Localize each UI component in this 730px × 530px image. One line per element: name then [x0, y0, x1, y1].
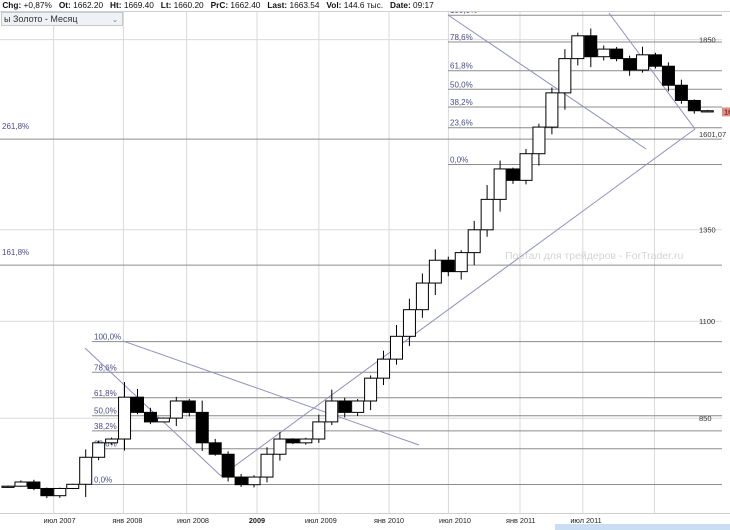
svg-text:июл 2007: июл 2007: [44, 516, 76, 525]
svg-text:50,0%: 50,0%: [94, 407, 117, 416]
svg-text:1663,60: 1663,60: [724, 107, 730, 116]
svg-text:янв 2010: янв 2010: [374, 516, 404, 525]
svg-text:2009: 2009: [249, 516, 265, 525]
svg-text:38,2%: 38,2%: [94, 422, 117, 431]
svg-text:100,0%: 100,0%: [94, 333, 121, 342]
svg-text:янв 2008: янв 2008: [112, 516, 142, 525]
svg-text:июл 2008: июл 2008: [177, 516, 209, 525]
svg-text:1350: 1350: [699, 226, 716, 235]
svg-text:июл 2009: июл 2009: [305, 516, 337, 525]
svg-text:янв 2011: янв 2011: [506, 516, 536, 525]
svg-text:161,8%: 161,8%: [2, 248, 29, 257]
svg-text:38,2%: 38,2%: [450, 98, 473, 107]
svg-text:1601,07: 1601,07: [699, 130, 726, 139]
svg-text:1100: 1100: [699, 317, 715, 326]
svg-text:июл 2010: июл 2010: [439, 516, 471, 525]
svg-text:61,8%: 61,8%: [450, 62, 473, 71]
svg-text:78,6%: 78,6%: [450, 33, 473, 42]
svg-text:261,8%: 261,8%: [2, 122, 29, 131]
svg-text:1850: 1850: [699, 35, 716, 44]
svg-text:850: 850: [699, 414, 712, 423]
svg-text:0,0%: 0,0%: [94, 476, 112, 485]
svg-text:50,0%: 50,0%: [450, 80, 473, 89]
svg-text:23,6%: 23,6%: [450, 119, 473, 128]
svg-text:0,0%: 0,0%: [450, 156, 468, 165]
svg-text:61,8%: 61,8%: [94, 389, 117, 398]
